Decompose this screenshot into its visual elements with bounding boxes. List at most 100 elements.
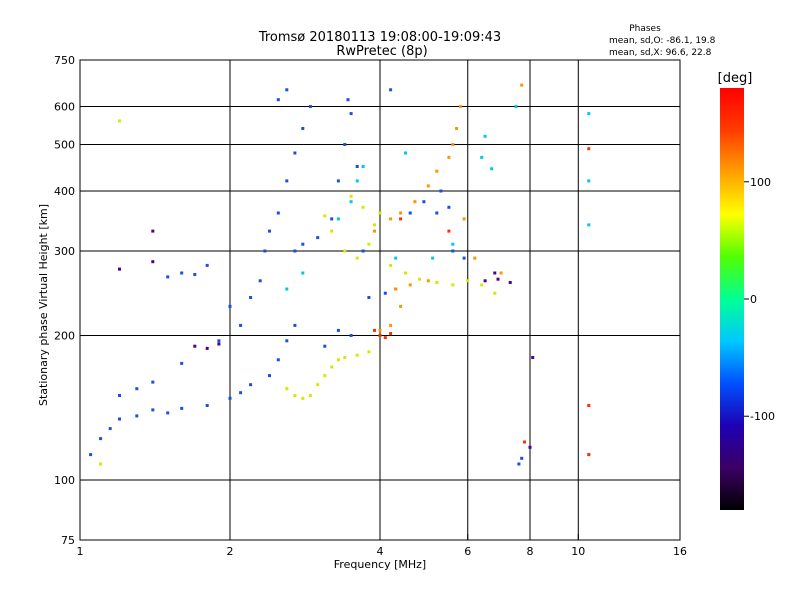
grid-lines — [80, 60, 680, 540]
data-point — [431, 256, 435, 260]
data-point — [336, 179, 340, 183]
data-point — [373, 328, 376, 332]
data-point — [378, 334, 382, 337]
data-point — [413, 200, 417, 204]
data-point — [473, 256, 477, 260]
data-point — [422, 200, 426, 204]
colorbar-label: [deg] — [718, 71, 753, 86]
data-point — [389, 323, 393, 327]
data-point — [451, 283, 455, 287]
data-point — [180, 406, 184, 410]
data-point — [263, 249, 267, 253]
data-point — [285, 88, 289, 92]
phase-stats-title: Phases — [629, 24, 661, 34]
y-tick-label: 200 — [54, 330, 75, 343]
data-point — [517, 462, 521, 466]
data-point — [205, 404, 209, 407]
x-tick-label: 10 — [571, 545, 585, 558]
data-point — [336, 358, 340, 362]
data-point — [135, 414, 139, 418]
x-tick-label: 16 — [673, 545, 687, 558]
data-point — [451, 242, 455, 246]
data-point — [373, 223, 376, 227]
data-point — [308, 105, 312, 108]
data-point — [323, 214, 327, 218]
data-point — [343, 356, 347, 359]
data-point — [239, 391, 243, 395]
data-point — [166, 411, 170, 415]
data-point — [389, 88, 393, 92]
data-point — [378, 211, 382, 215]
data-point — [239, 323, 243, 327]
colorbar-gradient — [720, 88, 744, 510]
data-point — [330, 229, 334, 233]
data-point — [367, 242, 371, 246]
data-point — [330, 217, 334, 221]
data-point — [451, 249, 455, 253]
colorbar: [deg] 100 0 -100 — [718, 71, 775, 510]
data-point — [361, 249, 365, 253]
data-point — [180, 271, 184, 275]
data-point — [496, 277, 500, 281]
y-axis-label: Stationary phase Virtual Height [km] — [37, 204, 50, 406]
x-tick-label: 8 — [527, 545, 534, 558]
data-point — [151, 260, 155, 264]
data-point — [439, 189, 443, 193]
data-point — [383, 336, 387, 340]
data-point — [151, 229, 155, 233]
data-point — [399, 211, 403, 215]
data-point — [346, 98, 350, 102]
data-point — [293, 323, 297, 327]
colorbar-ticks: 100 0 -100 — [744, 176, 775, 423]
data-point — [451, 143, 455, 146]
data-point — [408, 211, 412, 215]
data-point — [118, 417, 121, 421]
data-point — [316, 383, 320, 387]
data-point — [336, 328, 340, 332]
data-point — [355, 353, 359, 357]
phase-stats-o: mean, sd,O: -86.1, 19.8 — [609, 36, 716, 46]
data-point — [285, 339, 289, 343]
data-point — [389, 217, 393, 221]
data-point — [228, 304, 232, 308]
data-point — [408, 283, 412, 287]
data-point — [301, 127, 305, 130]
y-tick-label: 750 — [54, 54, 75, 67]
data-point — [493, 271, 497, 275]
data-point — [587, 147, 591, 151]
y-tick-label: 100 — [54, 474, 75, 487]
data-point — [268, 374, 271, 378]
chart-subtitle: RwPretec (8p) — [336, 44, 427, 59]
data-point — [520, 456, 524, 460]
y-tick-label: 300 — [54, 245, 75, 258]
data-point — [490, 167, 494, 171]
data-point — [205, 263, 209, 267]
data-point — [99, 462, 103, 466]
data-point — [373, 229, 376, 233]
data-point — [514, 105, 518, 108]
data-point — [343, 143, 347, 146]
data-point — [355, 165, 359, 168]
data-point — [285, 287, 289, 291]
data-point — [458, 105, 462, 108]
data-point — [587, 404, 591, 407]
data-point — [435, 211, 439, 215]
data-point — [404, 151, 407, 155]
data-point — [466, 279, 470, 283]
data-point — [587, 112, 591, 116]
data-point — [480, 155, 484, 159]
data-point — [249, 296, 253, 299]
data-point — [323, 374, 327, 378]
data-point — [301, 242, 305, 246]
data-point — [258, 279, 262, 283]
data-point — [343, 249, 347, 253]
y-tick-label: 75 — [61, 534, 75, 547]
data-point — [108, 427, 112, 431]
data-point — [276, 358, 280, 362]
data-point — [462, 256, 466, 260]
data-point — [435, 281, 439, 284]
x-axis-label: Frequency [MHz] — [334, 558, 426, 571]
data-point — [276, 211, 280, 215]
data-point — [285, 387, 289, 391]
data-point — [355, 256, 359, 260]
